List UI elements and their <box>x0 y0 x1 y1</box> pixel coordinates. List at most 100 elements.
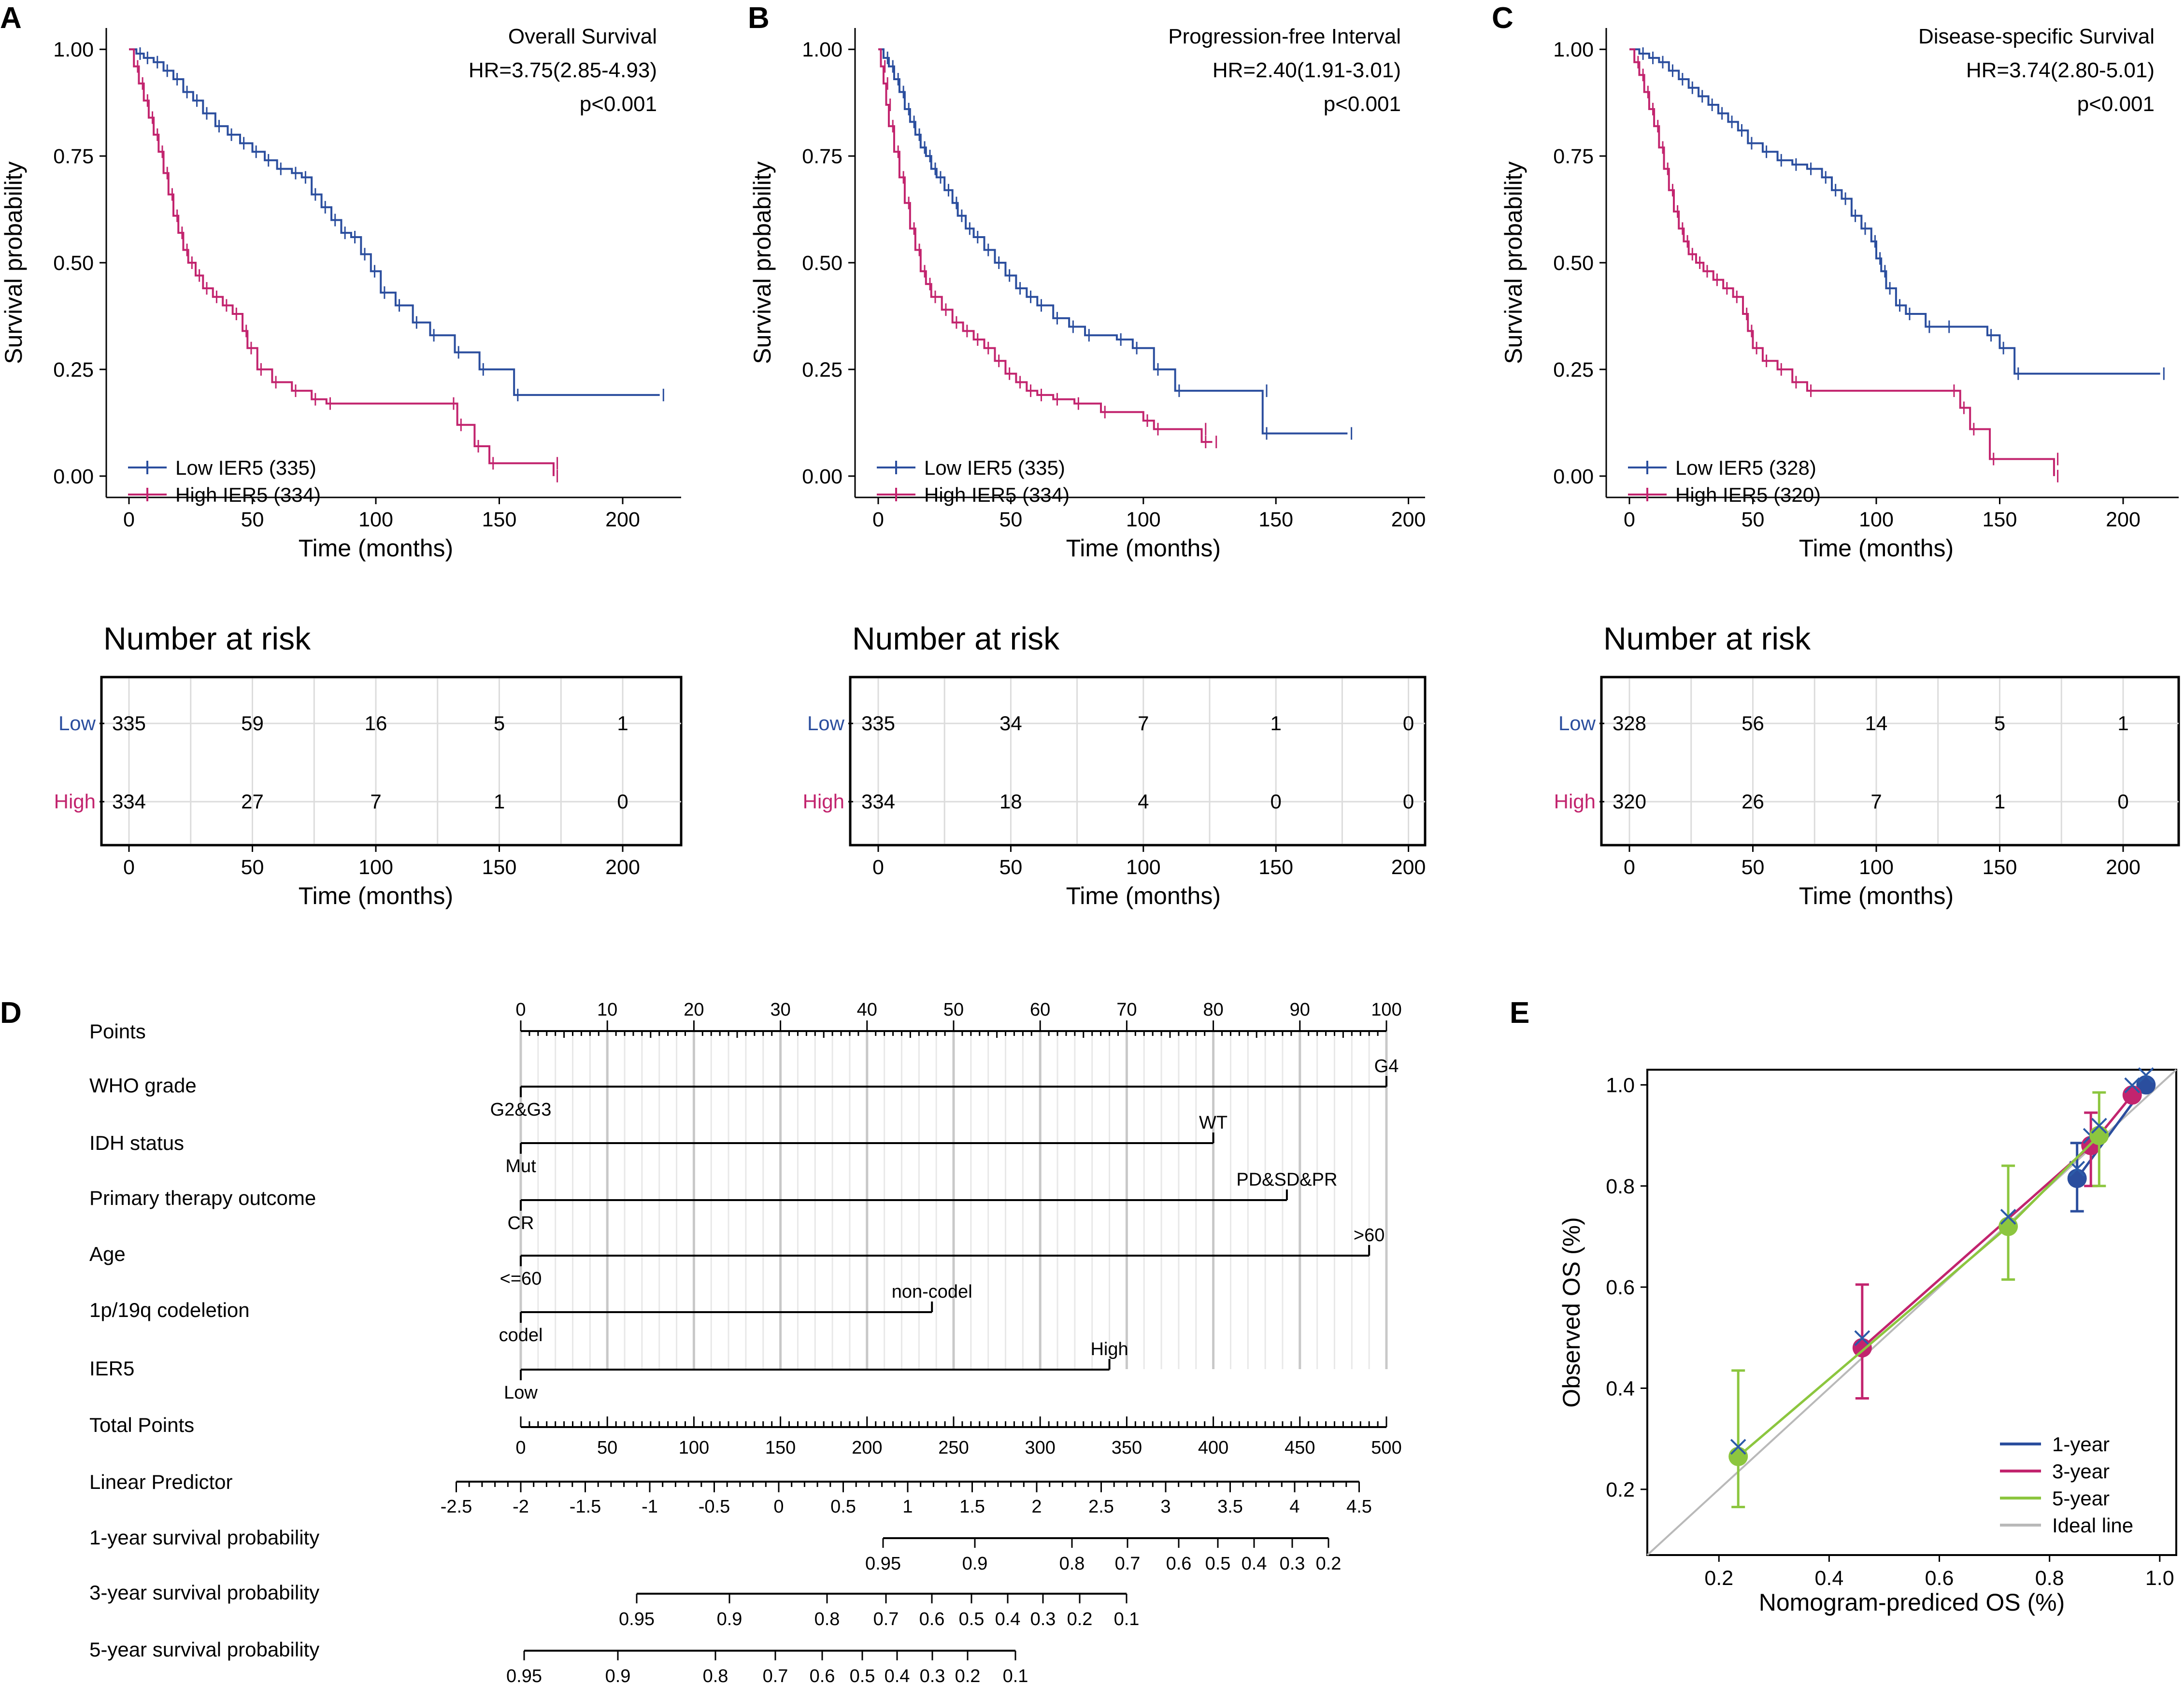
bootstrap-marker <box>1730 1439 1746 1455</box>
legend-label: Ideal line <box>2052 1514 2133 1537</box>
y-tick-label: 0.50 <box>53 252 94 275</box>
variable-level-high: G4 <box>1374 1056 1399 1076</box>
x-tick-label: 1.0 <box>2145 1567 2174 1590</box>
survival-scale-tick-label: 0.3 <box>1280 1554 1305 1574</box>
variable-level-low: G2&G3 <box>490 1100 552 1120</box>
risk-x-tick-label: 100 <box>1126 856 1161 879</box>
risk-count-low: 1 <box>2117 712 2128 735</box>
risk-table-box <box>100 676 683 847</box>
risk-x-tick-label: 50 <box>241 856 264 879</box>
risk-count-high: 7 <box>1870 790 1882 813</box>
survival-scale-tick-label: 0.5 <box>959 1609 985 1629</box>
legend-label: High IER5 (334) <box>924 483 1070 506</box>
total-points-tick-label: 350 <box>1112 1438 1142 1458</box>
km-curve-low <box>878 48 1348 435</box>
risk-count-high: 7 <box>370 790 381 813</box>
risk-count-high: 320 <box>1613 790 1646 813</box>
legend-label: High IER5 (334) <box>175 483 321 506</box>
km-curve-high <box>1629 48 2055 476</box>
x-tick-label: 0.6 <box>1925 1567 1954 1590</box>
variable-label: WHO grade <box>89 1074 197 1097</box>
risk-table: Number at riskLowHigh3353340341850741001… <box>803 621 1427 909</box>
linear-predictor-tick-label: -1.5 <box>570 1497 601 1517</box>
panel-letter-c: C <box>1492 1 1513 35</box>
total-points-tick-label: 300 <box>1025 1438 1055 1458</box>
risk-count-high: 334 <box>861 790 895 813</box>
linear-predictor-tick-label: 4 <box>1289 1497 1299 1517</box>
risk-x-tick-label: 150 <box>1258 856 1293 879</box>
risk-count-low: 34 <box>999 712 1022 735</box>
survival-scale-tick-label: 0.3 <box>1030 1609 1056 1629</box>
risk-count-low: 5 <box>1994 712 2005 735</box>
linear-predictor-label: Linear Predictor <box>89 1471 232 1493</box>
bootstrap-marker <box>2091 1118 2107 1134</box>
risk-table-title: Number at risk <box>852 621 1060 656</box>
linear-predictor-tick-label: -2 <box>513 1497 529 1517</box>
risk-count-high: 27 <box>241 790 264 813</box>
risk-count-high: 0 <box>1270 790 1282 813</box>
risk-row-label-high: High <box>1554 790 1596 813</box>
x-tick-label: 0.2 <box>1704 1567 1733 1590</box>
points-tick-label: 60 <box>1030 1000 1050 1020</box>
bootstrap-marker <box>1854 1330 1870 1346</box>
km-curve-high <box>129 48 555 476</box>
y-tick-label: 0.25 <box>802 358 842 382</box>
y-tick-label: 1.0 <box>1606 1074 1635 1097</box>
y-tick-label: 0.25 <box>53 358 94 382</box>
legend-label: Low IER5 (328) <box>1675 456 1816 479</box>
legend-label: 5-year <box>2052 1487 2110 1510</box>
survival-scale-tick-label: 0.1 <box>1003 1666 1028 1684</box>
total-points-tick-label: 150 <box>765 1438 796 1458</box>
x-tick-label: 100 <box>1859 508 1894 531</box>
survival-scale-tick-label: 0.95 <box>865 1554 901 1574</box>
points-tick-label: 50 <box>943 1000 964 1020</box>
risk-x-tick-label: 150 <box>1983 856 2017 879</box>
risk-table-title: Number at risk <box>1603 621 1811 656</box>
variable-level-high: High <box>1090 1339 1128 1359</box>
y-axis-title: Observed OS (%) <box>1558 1217 1585 1408</box>
y-tick-label: 0.25 <box>1553 358 1594 382</box>
risk-table-title: Number at risk <box>103 621 311 656</box>
y-tick-label: 1.00 <box>53 38 94 61</box>
km-title: Overall Survival <box>508 25 657 48</box>
total-points-tick-label: 100 <box>679 1438 709 1458</box>
x-tick-label: 0 <box>1624 508 1635 531</box>
total-points-tick-label: 50 <box>597 1438 617 1458</box>
x-axis-title: Time (months) <box>1799 535 1954 562</box>
calibration-point <box>1728 1446 1748 1466</box>
risk-count-high: 334 <box>112 790 146 813</box>
x-axis-title: Nomogram-prediced OS (%) <box>1759 1589 2065 1616</box>
linear-predictor-tick-label: 1.5 <box>959 1497 985 1517</box>
variable-level-low: <=60 <box>500 1269 542 1289</box>
x-tick-label: 150 <box>1983 508 2017 531</box>
risk-row-label-low: Low <box>1558 712 1596 735</box>
km-curve-low <box>129 48 660 396</box>
km-title: Progression-free Interval <box>1168 25 1401 48</box>
variable-level-low: Low <box>504 1383 538 1403</box>
survival-scale-tick-label: 0.6 <box>919 1609 945 1629</box>
km-curve-low <box>1629 48 2160 375</box>
y-tick-label: 0.6 <box>1606 1276 1635 1299</box>
risk-x-tick-label: 200 <box>2106 856 2141 879</box>
x-tick-label: 0 <box>123 508 135 531</box>
risk-count-high: 1 <box>494 790 505 813</box>
calibration-plot: 0.2 0.2 0.4 0.4 0.6 0.6 0.8 0.8 1.0 1.0 Nomogram-p… <box>1558 1067 2177 1616</box>
y-tick-label: 0.75 <box>53 145 94 168</box>
survival-scale-tick-label: 0.5 <box>1205 1554 1231 1574</box>
x-tick-label: 150 <box>1258 508 1293 531</box>
p-value: p<0.001 <box>580 92 657 116</box>
points-label: Points <box>89 1020 146 1043</box>
survival-scale-tick-label: 0.6 <box>1166 1554 1192 1574</box>
risk-count-low: 1 <box>1270 712 1282 735</box>
linear-predictor-tick-label: 2 <box>1031 1497 1042 1517</box>
risk-count-high: 18 <box>999 790 1022 813</box>
survival-scale-tick-label: 0.4 <box>885 1666 910 1684</box>
variable-label: IDH status <box>89 1132 184 1154</box>
legend-label: 1-year <box>2052 1433 2110 1456</box>
survival-scale-tick-label: 0.8 <box>703 1666 728 1684</box>
risk-x-tick-label: 100 <box>1859 856 1894 879</box>
bootstrap-marker <box>2124 1077 2141 1093</box>
survival-scale-tick-label: 0.95 <box>506 1666 542 1684</box>
